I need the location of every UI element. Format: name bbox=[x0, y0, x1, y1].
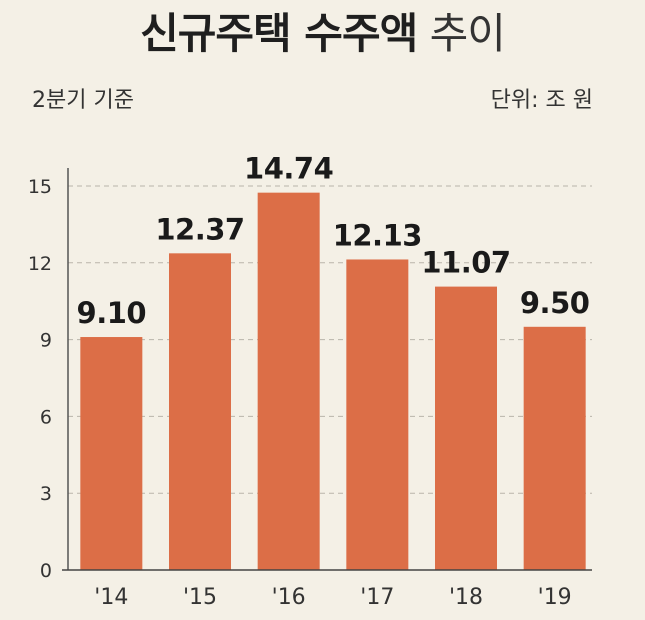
bar bbox=[169, 253, 231, 570]
x-tick-label: '15 bbox=[183, 585, 217, 610]
x-tick-label: '14 bbox=[94, 585, 128, 610]
y-tick-label: 9 bbox=[40, 330, 52, 352]
bar-value-label: 12.13 bbox=[333, 218, 422, 252]
x-tick-label: '18 bbox=[449, 585, 483, 610]
x-tick-label: '17 bbox=[360, 585, 394, 610]
bar-value-label: 14.74 bbox=[244, 152, 333, 186]
bar bbox=[523, 326, 586, 570]
bar-value-label: 11.07 bbox=[421, 246, 510, 280]
y-tick-label: 12 bbox=[28, 253, 52, 275]
y-tick-label: 15 bbox=[28, 176, 52, 198]
chart-subtitle: 2분기 기준 bbox=[32, 88, 134, 113]
chart-title: 신규주택 수주액 추이 bbox=[0, 6, 645, 62]
y-tick-label: 6 bbox=[40, 406, 52, 428]
bar-value-label: 9.50 bbox=[520, 286, 590, 320]
bar-value-label: 12.37 bbox=[155, 212, 244, 246]
bar bbox=[435, 286, 497, 570]
bar-value-label: 9.10 bbox=[77, 296, 147, 330]
y-tick-label: 3 bbox=[40, 483, 52, 505]
bar bbox=[346, 259, 409, 570]
bar bbox=[80, 337, 143, 570]
x-tick-label: '16 bbox=[272, 585, 306, 610]
chart-title-suffix: 추이 bbox=[429, 9, 506, 58]
chart-title-main: 신규주택 수주액 bbox=[140, 9, 418, 58]
x-tick-label: '19 bbox=[538, 585, 572, 610]
bar bbox=[257, 192, 320, 570]
y-tick-label: 0 bbox=[40, 560, 52, 582]
unit-label: 단위: 조 원 bbox=[490, 88, 593, 113]
